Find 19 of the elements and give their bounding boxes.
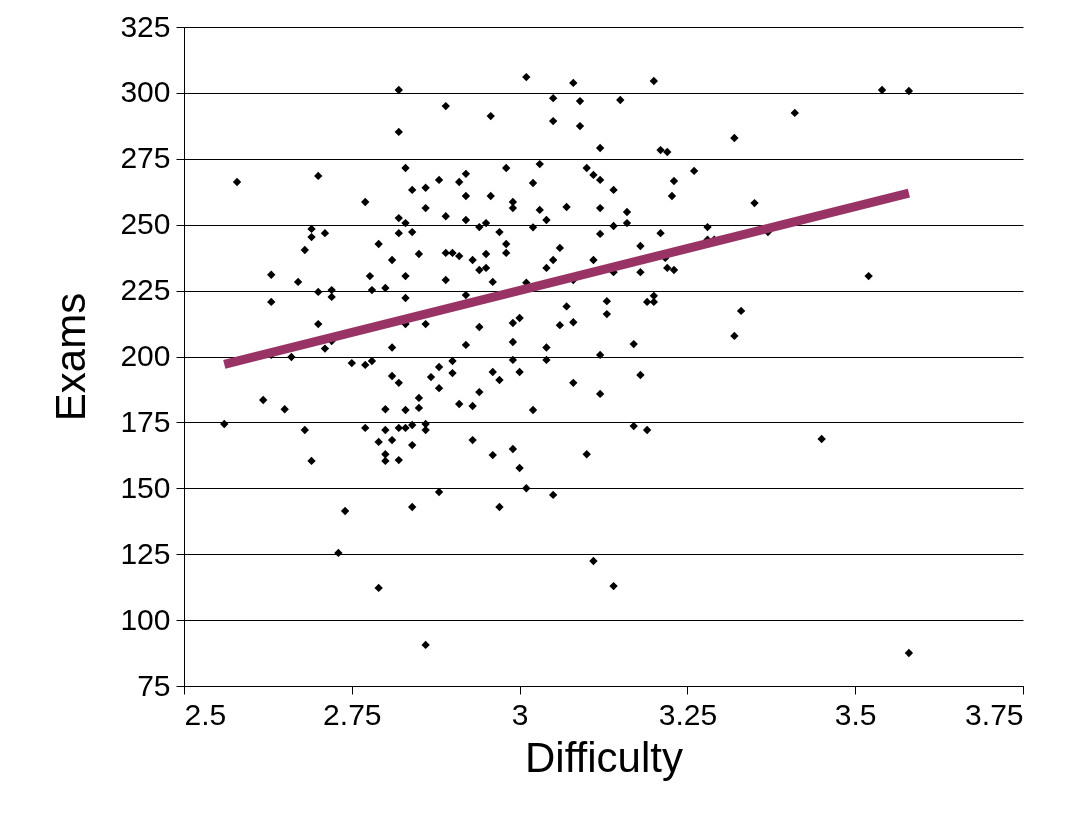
x-axis-title: Difficulty	[525, 733, 683, 781]
y-tick-label: 225	[120, 273, 171, 307]
x-tick-label: 2.75	[323, 697, 382, 731]
x-tick-label: 3.5	[834, 697, 877, 731]
y-tick-label: 200	[120, 339, 171, 372]
y-tick-label: 175	[120, 404, 171, 438]
x-tick-label: 2.5	[184, 697, 227, 731]
y-axis-title: Exams	[47, 292, 95, 422]
y-tick-label: 300	[120, 75, 171, 109]
y-tick-label: 100	[120, 602, 171, 636]
x-tick-label: 3	[511, 697, 529, 731]
y-tick-label: 150	[120, 470, 171, 504]
y-tick-label: 325	[120, 9, 171, 43]
x-tick-label: 3.25	[658, 697, 718, 731]
y-tick-label: 250	[120, 207, 171, 241]
y-tick-label: 75	[137, 668, 171, 702]
x-tick-label: 3.75	[965, 697, 1024, 731]
y-tick-label: 125	[120, 536, 171, 570]
y-tick-label: 275	[120, 141, 171, 175]
